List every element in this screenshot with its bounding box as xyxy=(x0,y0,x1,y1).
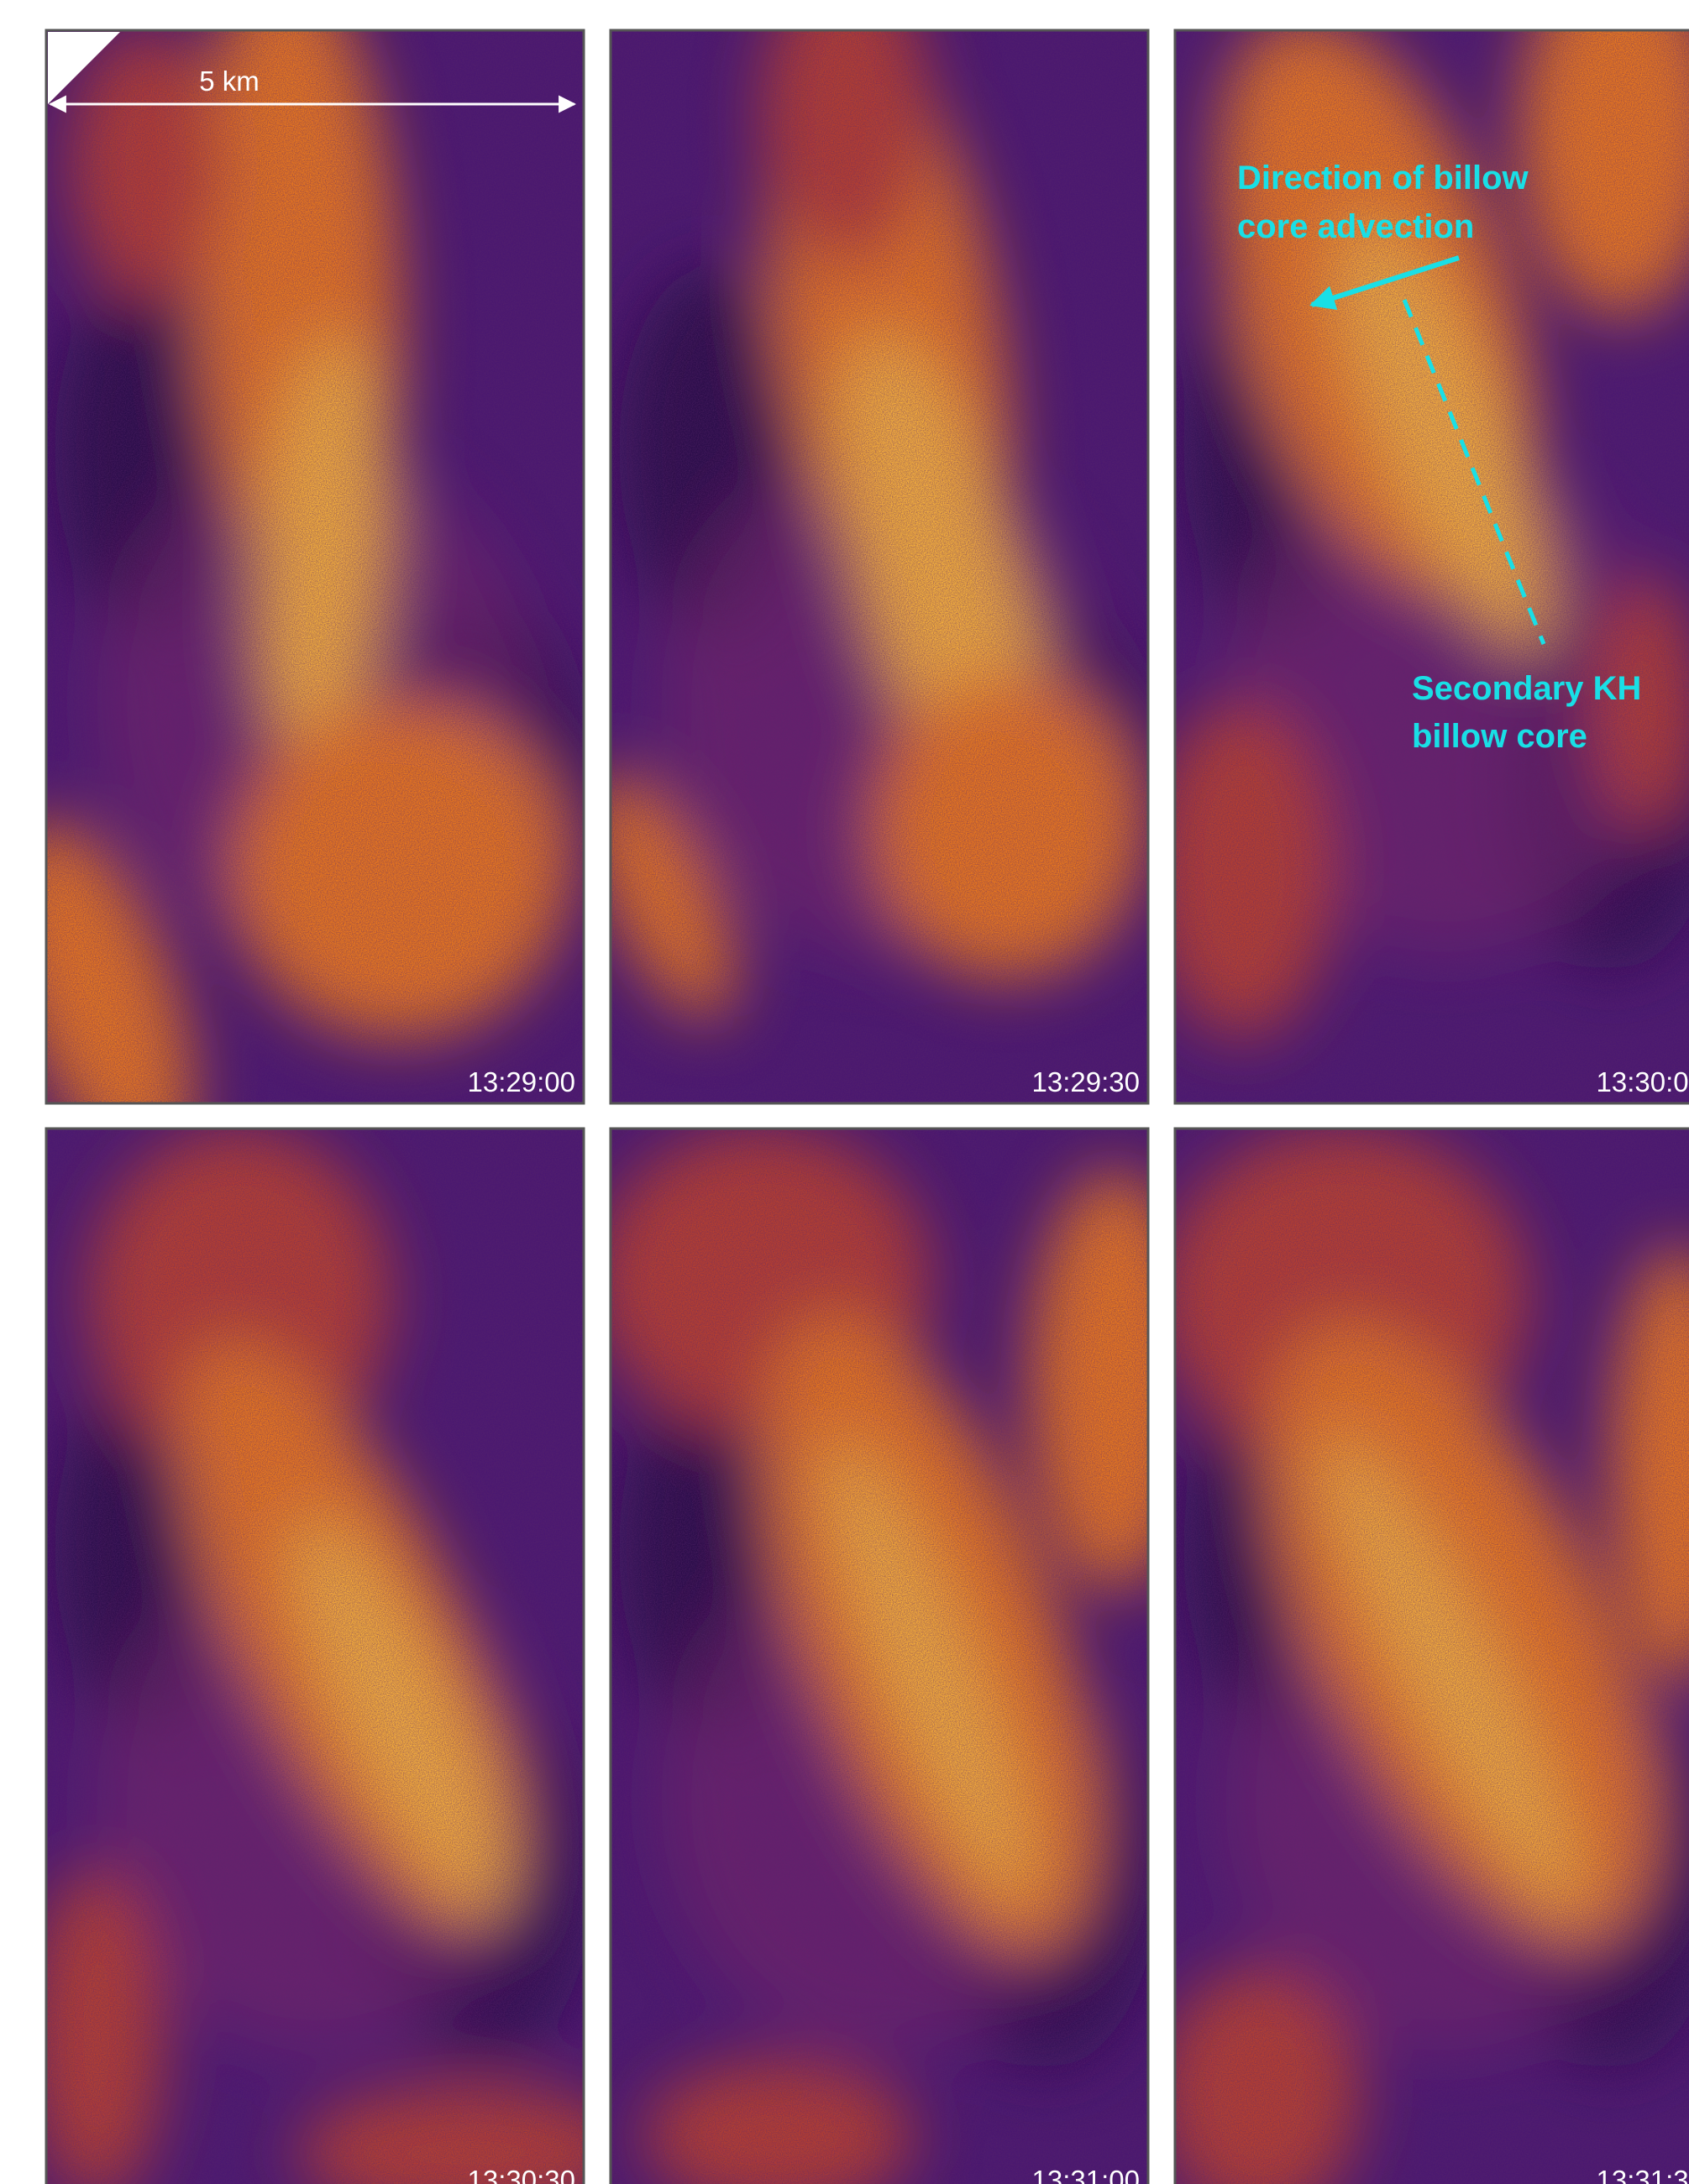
image-panel: 13:29:00 xyxy=(0,0,592,1196)
annotation: Direction of billow xyxy=(1237,160,1529,196)
figure: 13:29:00 13:29:30 13:30:00 13:30:30 13:31:00… xyxy=(0,0,1689,2184)
page: 13:29:00 13:29:30 13:30:00 13:30:30 13:31:00… xyxy=(0,0,1689,2184)
timestamp: 13:31:30 xyxy=(1597,2165,1689,2184)
noise xyxy=(611,1129,1148,2184)
image-panel: 13:31:00 xyxy=(594,1129,1199,2184)
panel-image xyxy=(29,1129,634,2184)
image-panel: 13:29:30 xyxy=(559,0,1157,1103)
image-panel: 13:31:30 xyxy=(1158,1129,1689,2184)
timestamp: 13:30:00 xyxy=(1597,1066,1689,1097)
noise xyxy=(46,1129,584,2184)
panel-image xyxy=(559,0,1157,1103)
noise xyxy=(46,30,584,1103)
image-panel: 13:30:30 xyxy=(29,1129,634,2184)
timestamp: 13:29:30 xyxy=(1032,1066,1140,1097)
panel-image xyxy=(1158,1129,1689,2184)
timestamp: 13:31:00 xyxy=(1032,2165,1140,2184)
annotation: billow core xyxy=(1412,718,1587,755)
timestamp: 13:30:30 xyxy=(468,2165,575,2184)
annotation: core advection xyxy=(1237,208,1474,245)
panel-image xyxy=(594,1129,1199,2184)
panel-image xyxy=(0,0,592,1196)
noise xyxy=(1175,1129,1689,2184)
noise xyxy=(611,30,1148,1103)
scale-label: 5 km xyxy=(199,65,260,97)
timestamp: 13:29:00 xyxy=(468,1066,575,1097)
annotation: Secondary KH xyxy=(1412,670,1641,707)
